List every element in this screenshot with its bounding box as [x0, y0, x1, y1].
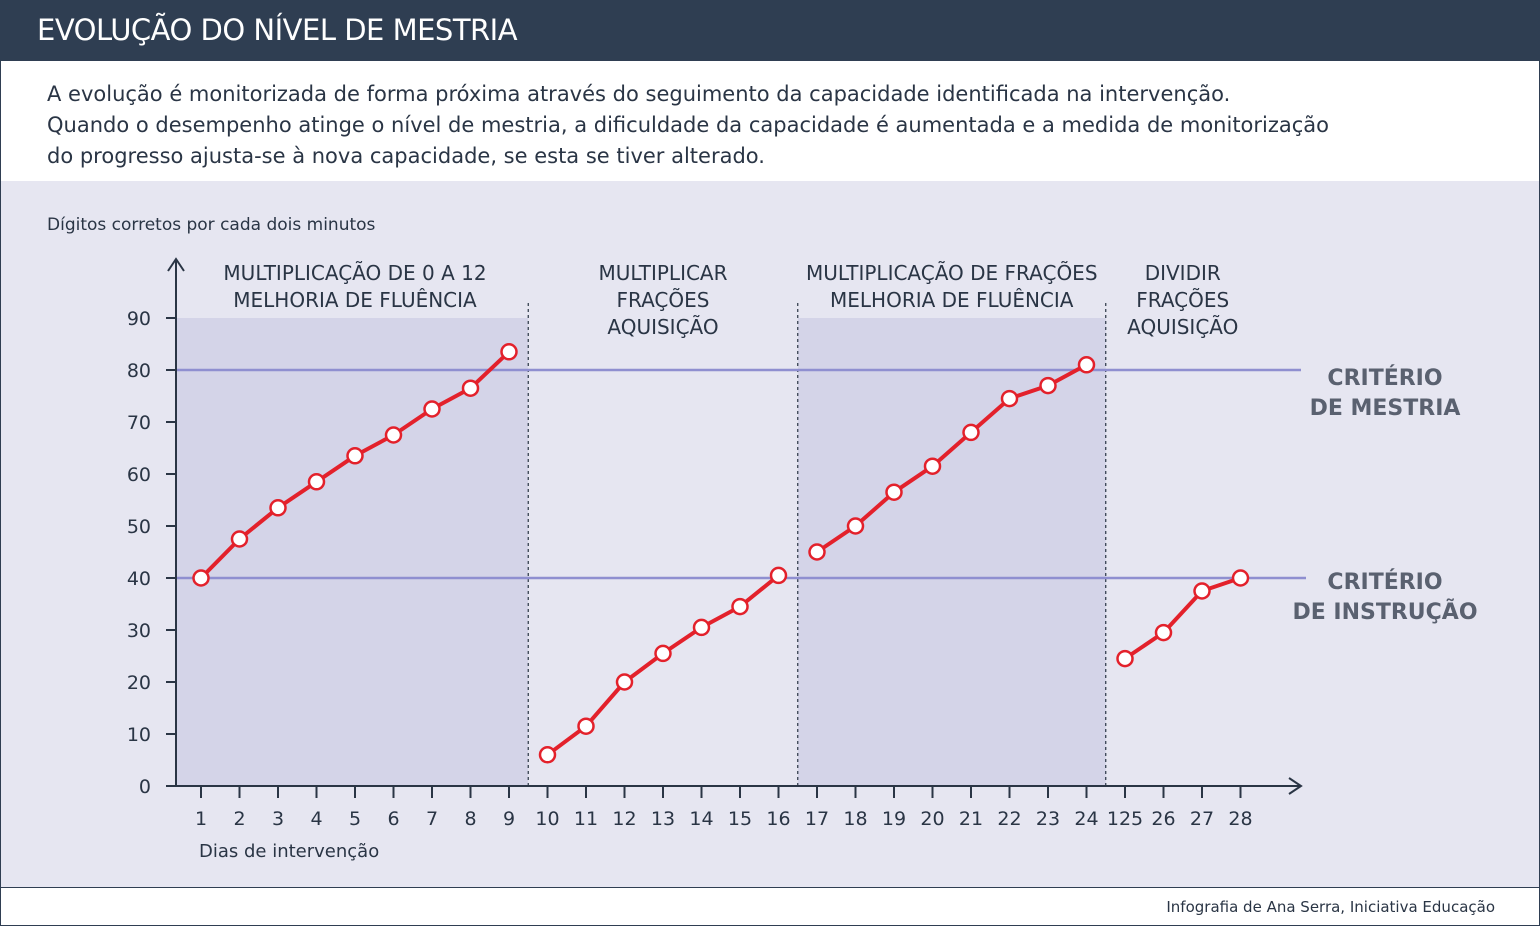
- data-point-day-20: [923, 457, 942, 475]
- data-point-day-2: [230, 530, 249, 548]
- x-tick-label: 125: [1107, 808, 1143, 830]
- intro-line: Quando o desempenho atinge o nível de me…: [47, 113, 1330, 137]
- mastery-chart: CRITÉRIO DE MESTRIA CRITÉRIO DE INSTRUÇÃO 0 1…: [47, 215, 1478, 862]
- data-point-day-19: [885, 483, 903, 501]
- criterion-label: DE MESTRIA: [1310, 396, 1461, 421]
- y-axis-arrow: [167, 257, 185, 272]
- x-tick-label: 24: [1074, 808, 1098, 830]
- y-tick-label: 10: [127, 724, 151, 746]
- phase-title: AQUISIÇÃO: [1127, 315, 1238, 339]
- x-tick-label: 15: [728, 808, 752, 830]
- data-point-day-25: [1116, 649, 1134, 668]
- data-point-day-27: [1193, 582, 1211, 600]
- data-point-day-10: [538, 746, 557, 764]
- x-axis-title: Dias de intervenção: [199, 841, 379, 862]
- data-point-day-22: [1000, 389, 1019, 408]
- footer: Infografia de Ana Serra, Iniciativa Educ…: [1, 887, 1539, 925]
- x-tick-label: 27: [1190, 808, 1214, 830]
- phase-title: MULTIPLICAR: [598, 261, 727, 285]
- data-point-day-14: [692, 618, 711, 637]
- x-tick-label: 14: [689, 808, 713, 830]
- phase-title: MULTIPLICAÇÃO DE 0 A 12: [223, 261, 486, 285]
- x-tick-label: 20: [920, 808, 944, 830]
- y-tick-label: 80: [127, 360, 151, 382]
- x-tick-label: 16: [766, 808, 790, 830]
- phase-title: AQUISIÇÃO: [607, 315, 718, 339]
- intro-line: do progresso ajusta-se à nova capacidade…: [47, 144, 765, 168]
- y-tick-label: 60: [127, 464, 151, 486]
- data-point-day-5: [346, 447, 364, 465]
- x-tick-label: 18: [843, 808, 867, 830]
- data-line-phase-4: [1123, 576, 1242, 661]
- x-tick-label: 4: [310, 808, 322, 830]
- phase-shading-3: [797, 318, 1106, 786]
- data-point-day-21: [962, 423, 980, 442]
- x-tick-label: 3: [272, 808, 284, 830]
- phase-title: MULTIPLICAÇÃO DE FRAÇÕES: [806, 261, 1098, 285]
- intro-line: A evolução é monitorizada de forma próxi…: [47, 82, 1231, 106]
- header-bar: EVOLUÇÃO DO NÍVEL DE MESTRIA: [1, 1, 1539, 61]
- data-point-day-28: [1231, 569, 1250, 587]
- y-tick-label: 50: [127, 516, 151, 538]
- data-point-day-6: [384, 426, 403, 444]
- data-point-day-9: [500, 343, 518, 361]
- criterion-label: CRITÉRIO: [1327, 365, 1442, 391]
- x-tick-label: 22: [997, 808, 1021, 830]
- data-point-day-23: [1039, 376, 1057, 395]
- phase-title: MELHORIA DE FLUÊNCIA: [830, 288, 1074, 312]
- criterion-label: DE INSTRUÇÃO: [1292, 599, 1477, 625]
- y-axis-title: Dígitos corretos por cada dois minutos: [47, 215, 376, 235]
- x-tick-label: 23: [1036, 808, 1060, 830]
- x-tick-label: 26: [1151, 808, 1175, 830]
- phase-title: DIVIDIR: [1145, 261, 1221, 285]
- data-point-day-3: [269, 499, 287, 517]
- data-point-day-7: [423, 400, 441, 418]
- y-tick-label: 0: [139, 776, 151, 798]
- x-tick-label: 8: [464, 808, 476, 830]
- x-tick-label: 10: [535, 808, 559, 830]
- x-tick-label: 5: [349, 808, 361, 830]
- data-point-day-17: [808, 543, 826, 561]
- x-tick-label: 21: [959, 808, 983, 830]
- data-point-day-15: [731, 597, 749, 616]
- x-axis-arrow: [1288, 777, 1303, 795]
- x-tick-label: 7: [426, 808, 438, 830]
- data-point-day-16: [769, 566, 788, 585]
- y-tick-label: 90: [127, 308, 151, 330]
- phase-title: FRAÇÕES: [1136, 288, 1229, 312]
- x-tick-label: 17: [805, 808, 829, 830]
- x-tick-label: 1: [195, 808, 207, 830]
- data-point-day-11: [577, 717, 595, 735]
- phase-title: FRAÇÕES: [617, 288, 710, 312]
- phase-title: MELHORIA DE FLUÊNCIA: [233, 288, 477, 312]
- data-point-day-24: [1077, 356, 1096, 374]
- data-point-day-1: [192, 569, 210, 587]
- x-tick-label: 11: [574, 808, 598, 830]
- y-tick-label: 70: [127, 412, 151, 434]
- data-point-day-13: [654, 644, 672, 663]
- page-title: EVOLUÇÃO DO NÍVEL DE MESTRIA: [37, 13, 518, 47]
- y-tick-label: 20: [127, 672, 151, 694]
- x-tick-label: 28: [1228, 808, 1252, 830]
- data-point-day-18: [846, 517, 865, 535]
- y-tick-label: 40: [127, 568, 151, 590]
- x-tick-label: 13: [651, 808, 675, 830]
- x-tick-label: 12: [612, 808, 636, 830]
- intro-text: A evolução é monitorizada de forma próxi…: [47, 79, 1507, 172]
- x-tick-label: 19: [882, 808, 906, 830]
- x-tick-label: 9: [503, 808, 515, 830]
- data-point-day-4: [307, 473, 326, 491]
- x-tick-label: 6: [387, 808, 399, 830]
- y-tick-label: 30: [127, 620, 151, 642]
- criterion-label: CRITÉRIO: [1327, 569, 1442, 595]
- chart-area: CRITÉRIO DE MESTRIA CRITÉRIO DE INSTRUÇÃO 0 1…: [1, 181, 1539, 887]
- data-point-day-12: [615, 673, 634, 691]
- x-tick-label: 2: [233, 808, 245, 830]
- credit-text: Infografia de Ana Serra, Iniciativa Educ…: [1166, 898, 1495, 916]
- data-point-day-8: [461, 379, 480, 397]
- data-point-day-26: [1154, 623, 1173, 642]
